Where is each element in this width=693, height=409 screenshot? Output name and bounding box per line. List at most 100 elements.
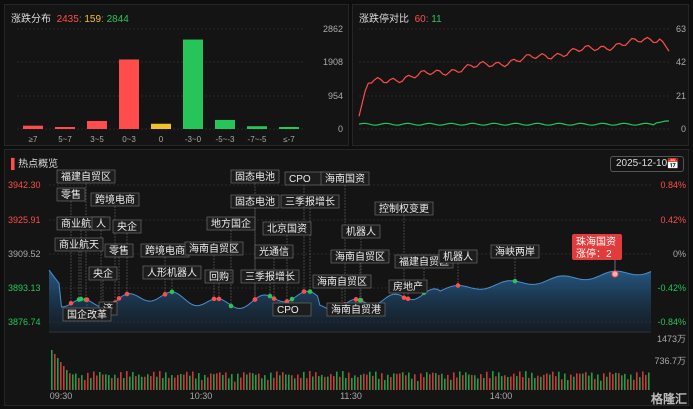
tag-box[interactable]: [490, 244, 540, 259]
tag-label[interactable]: 跨境电商: [95, 193, 135, 206]
tag-box[interactable]: [88, 266, 118, 281]
tag-box[interactable]: [326, 302, 386, 317]
tag-box[interactable]: [54, 237, 104, 252]
volume-bar: [636, 372, 638, 390]
volume-bar: [294, 378, 296, 390]
calendar-icon[interactable]: 📅: [666, 159, 679, 170]
volume-bar: [609, 372, 611, 390]
limit-up-line: [358, 36, 670, 117]
tag-label[interactable]: 海南自贸区: [189, 242, 239, 255]
volume-bar: [183, 374, 185, 390]
tag-box[interactable]: [280, 194, 340, 209]
tag-label[interactable]: 光通信: [259, 245, 289, 258]
tag-label[interactable]: 北京国资: [267, 222, 307, 235]
volume-bar: [51, 350, 53, 390]
tag-label[interactable]: CPO: [289, 174, 311, 185]
tag-box[interactable]: [230, 169, 280, 184]
volume-bar: [465, 372, 467, 390]
volume-bar: [108, 375, 110, 390]
volume-bar: [456, 377, 458, 390]
volume-bar: [171, 375, 173, 390]
tag-dot: [124, 291, 130, 297]
volume-bar: [72, 374, 74, 390]
tag-box[interactable]: [62, 307, 112, 322]
tag-box[interactable]: [56, 169, 116, 184]
tag-box[interactable]: [204, 269, 234, 284]
tag-label[interactable]: 零售: [109, 244, 129, 257]
flat-count: 159: [84, 14, 102, 25]
tag-box[interactable]: [91, 216, 111, 231]
tag-label[interactable]: 国企改革: [67, 308, 107, 321]
tag-box[interactable]: [374, 201, 434, 216]
volume-bar: [351, 377, 353, 390]
tag-label[interactable]: 回购: [209, 270, 229, 283]
dist-bar: [55, 127, 75, 129]
volume-bar: [303, 371, 305, 390]
tag-dot: [76, 297, 82, 302]
tag-label[interactable]: 福建自贸区: [61, 170, 111, 183]
volume-bar: [261, 378, 263, 390]
volume-bar: [462, 375, 464, 390]
tag-box[interactable]: [230, 194, 280, 209]
tag-label[interactable]: 三季报增长: [285, 195, 335, 208]
volume-bar: [630, 374, 632, 390]
tag-box[interactable]: [262, 221, 312, 236]
volume-bar: [318, 376, 320, 390]
tag-label[interactable]: 央企: [93, 267, 113, 280]
highlight-sub: 涨停：2: [576, 247, 612, 260]
tag-box[interactable]: [254, 244, 294, 259]
tag-label[interactable]: 零售: [61, 188, 81, 201]
tag-label[interactable]: 人: [96, 218, 106, 230]
tag-label[interactable]: 海南自贸港: [331, 303, 381, 316]
volume-bar: [396, 373, 398, 390]
volume-bar: [240, 377, 242, 390]
tag-box[interactable]: [112, 219, 142, 234]
tag-label[interactable]: 房地产: [393, 280, 423, 293]
volume-bar: [219, 372, 221, 390]
tag-label[interactable]: 三季报增长: [245, 270, 295, 283]
tag-label[interactable]: 控制权变更: [379, 202, 429, 215]
tag-label[interactable]: 海南国资: [325, 172, 365, 185]
volume-bar: [387, 374, 389, 390]
tag-label[interactable]: 机器人: [443, 250, 473, 263]
tag-label[interactable]: 海南自贸区: [317, 275, 367, 288]
tag-label[interactable]: 机器人: [346, 225, 376, 238]
tag-box[interactable]: [341, 224, 381, 239]
tag-label[interactable]: 商业航天: [59, 238, 99, 251]
dist-bar: [119, 59, 139, 130]
volume-bar: [579, 373, 581, 390]
volume-bar: [237, 373, 239, 390]
tag-label[interactable]: 商业航天: [61, 217, 101, 230]
volume-bar: [138, 374, 140, 390]
tag-label[interactable]: 固态电池: [235, 170, 275, 183]
volume-bar: [555, 376, 557, 390]
tag-label[interactable]: 海峡两岸: [495, 245, 535, 258]
tag-label[interactable]: 跨境电商: [145, 244, 185, 257]
tag-box[interactable]: [184, 241, 244, 256]
tag-box[interactable]: [330, 249, 390, 264]
tag-label[interactable]: 人形机器人: [147, 266, 197, 279]
tag-box[interactable]: [312, 274, 372, 289]
tag-box[interactable]: [104, 243, 134, 258]
tag-label[interactable]: 福建自贸区: [399, 255, 449, 268]
volume-bar: [474, 375, 476, 390]
tag-label[interactable]: 海南自贸区: [335, 250, 385, 263]
tag-label[interactable]: CPO: [277, 305, 299, 316]
volume-bar: [432, 372, 434, 390]
pct-tick: 0.42%: [660, 215, 686, 225]
highlight-box[interactable]: [572, 234, 622, 260]
tag-box[interactable]: [320, 171, 370, 186]
date-picker[interactable]: 2025-12-10 📅: [610, 156, 684, 172]
tag-label[interactable]: 固态电池: [235, 195, 275, 208]
vol-tick: 1473万: [657, 334, 686, 344]
tag-box[interactable]: [90, 192, 140, 207]
tag-box[interactable]: [272, 302, 312, 317]
tag-box[interactable]: [438, 249, 478, 264]
volume-bar: [105, 374, 107, 390]
tag-box[interactable]: [388, 279, 428, 294]
tag-box[interactable]: [142, 265, 202, 280]
tag-box[interactable]: [56, 187, 86, 202]
tag-label[interactable]: 地方国企: [211, 217, 251, 230]
tag-box[interactable]: [240, 269, 300, 284]
tag-label[interactable]: 央企: [117, 220, 137, 233]
